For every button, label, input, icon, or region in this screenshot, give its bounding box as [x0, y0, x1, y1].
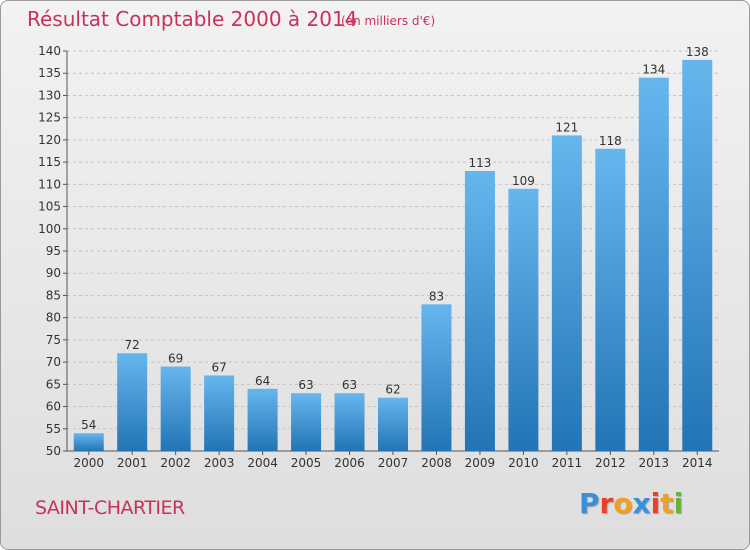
y-tick-label: 65 [46, 377, 61, 391]
x-tick-label: 2010 [508, 456, 539, 470]
logo-letter: r [599, 487, 614, 520]
data-label-2012: 118 [599, 134, 622, 148]
y-tick-label: 50 [46, 444, 61, 458]
data-label-2010: 109 [512, 174, 535, 188]
chart-subtitle: (en milliers d'€) [341, 14, 436, 28]
data-labels: 54 72 69 67 64 63 63 62 83 113 109 121 118 134 138 [81, 45, 709, 432]
y-tick-label: 120 [38, 133, 61, 147]
y-tick-label: 105 [38, 200, 61, 214]
city-name: SAINT-CHARTIER [35, 497, 185, 519]
y-tick-label: 55 [46, 422, 61, 436]
x-tick-label: 2005 [291, 456, 322, 470]
data-label-2009: 113 [468, 156, 491, 170]
bar-2002 [160, 366, 191, 451]
y-tick-label: 95 [46, 244, 61, 258]
data-label-2006: 63 [342, 378, 357, 392]
y-tick-label: 70 [46, 355, 61, 369]
x-tick-label: 2011 [552, 456, 583, 470]
y-tick-label: 60 [46, 400, 61, 414]
logo-letter: i [673, 487, 684, 520]
y-tick-label: 115 [38, 155, 61, 169]
y-tick-label: 130 [38, 88, 61, 102]
data-label-2013: 134 [642, 63, 665, 77]
y-tick-label: 140 [38, 44, 61, 58]
y-tick-label: 125 [38, 111, 61, 125]
y-tick-label: 110 [38, 177, 61, 191]
x-tick-label: 2008 [421, 456, 452, 470]
proxiti-logo: Proxiti [579, 487, 683, 520]
x-tick-label: 2012 [595, 456, 626, 470]
data-label-2007: 62 [385, 383, 400, 397]
y-tick-label: 100 [38, 222, 61, 236]
logo-letter: i [650, 487, 661, 520]
bar-2009 [464, 171, 495, 451]
bar-2006 [334, 393, 365, 451]
bar-2004 [247, 388, 278, 451]
x-tick-label: 2014 [682, 456, 713, 470]
bar-2010 [508, 188, 539, 451]
data-label-2000: 54 [81, 418, 96, 432]
x-tick-label: 2003 [204, 456, 235, 470]
bar-2005 [291, 393, 322, 451]
y-tick-label: 90 [46, 266, 61, 280]
bar-2008 [421, 304, 452, 451]
data-label-2002: 69 [168, 352, 183, 366]
data-label-2005: 63 [298, 378, 313, 392]
x-tick-label: 2004 [247, 456, 278, 470]
bar-2003 [204, 375, 235, 451]
x-tick-label: 2013 [639, 456, 670, 470]
data-label-2003: 67 [211, 360, 226, 374]
x-tick-label: 2002 [160, 456, 191, 470]
data-label-2004: 64 [255, 374, 270, 388]
logo-letter: x [632, 487, 651, 520]
logo-letter: o [613, 487, 633, 520]
x-tick-label: 2007 [378, 456, 409, 470]
chart-title: Résultat Comptable 2000 à 2014 [27, 7, 358, 31]
data-label-2014: 138 [686, 45, 709, 59]
x-tick-label: 2001 [117, 456, 148, 470]
y-tick-label: 85 [46, 288, 61, 302]
bars [73, 59, 713, 452]
data-label-2011: 121 [555, 120, 578, 134]
y-tick-label: 135 [38, 66, 61, 80]
bar-2012 [595, 148, 626, 451]
x-tick-label: 2006 [334, 456, 365, 470]
y-tick-label: 75 [46, 333, 61, 347]
x-tick-label: 2009 [465, 456, 496, 470]
y-tick-label: 80 [46, 311, 61, 325]
bar-2001 [117, 353, 148, 451]
logo-letter: P [579, 487, 600, 520]
bar-2014 [682, 59, 713, 452]
data-label-2001: 72 [125, 338, 140, 352]
bar-2007 [378, 397, 408, 451]
bar-2000 [73, 433, 104, 451]
x-tick-label: 2000 [73, 456, 104, 470]
bar-2013 [638, 77, 669, 452]
bar-2011 [551, 135, 582, 451]
y-tick-labels: 50 55 60 65 70 75 80 85 90 95 100 105 110 115 120 125 13… [38, 44, 61, 458]
data-label-2008: 83 [429, 289, 444, 303]
x-tick-labels: 2000 2001 2002 2003 2004 2005 2006 2007 2008 2009… [73, 456, 712, 470]
logo-letter: t [660, 487, 674, 520]
